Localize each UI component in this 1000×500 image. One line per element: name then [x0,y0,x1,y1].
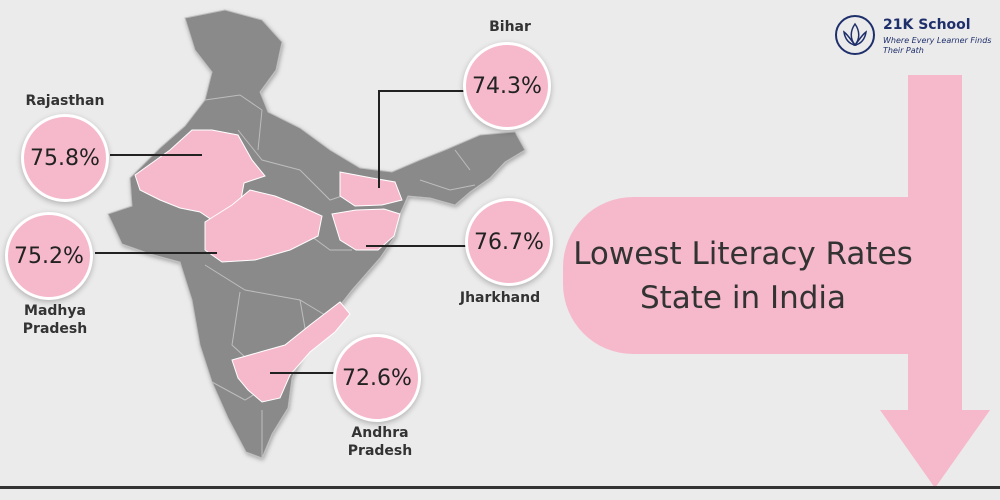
rajasthan-shape [134,129,266,223]
bihar-label: Bihar [489,19,531,35]
andhra-pradesh-shape [231,301,351,403]
andhra-pradesh-leader [270,372,335,374]
jharkhand-leader [366,245,466,247]
state-borders [204,94,476,458]
bihar-shape [339,171,403,207]
bottom-divider [0,486,1000,489]
page-title: Lowest Literacy Rates State in India [573,236,913,316]
bihar-rate: 74.3% [463,42,551,130]
madhya-pradesh-shape [204,189,323,263]
madhya-pradesh-leader [95,252,217,254]
rajasthan-label: Rajasthan [25,93,105,109]
madhya-pradesh-label: Madhya Pradesh [22,303,88,337]
jharkhand-rate: 76.7% [465,198,553,286]
jharkhand-label: Jharkhand [459,290,541,306]
brand-tagline: Where Every Learner Finds Their Path [883,36,992,55]
andhra-pradesh-rate: 72.6% [333,334,421,422]
andhra-pradesh-label: Andhra Pradesh [347,425,413,459]
title-panel [563,197,930,354]
rajasthan-leader [110,154,202,156]
jharkhand-shape [331,208,401,251]
rajasthan-rate: 75.8% [21,114,109,202]
lotus-logo-icon [835,15,875,55]
madhya-pradesh-rate: 75.2% [5,212,93,300]
bihar-leader-v [378,90,380,188]
bihar-leader-h [378,90,465,92]
brand-name: 21K School [883,17,971,33]
